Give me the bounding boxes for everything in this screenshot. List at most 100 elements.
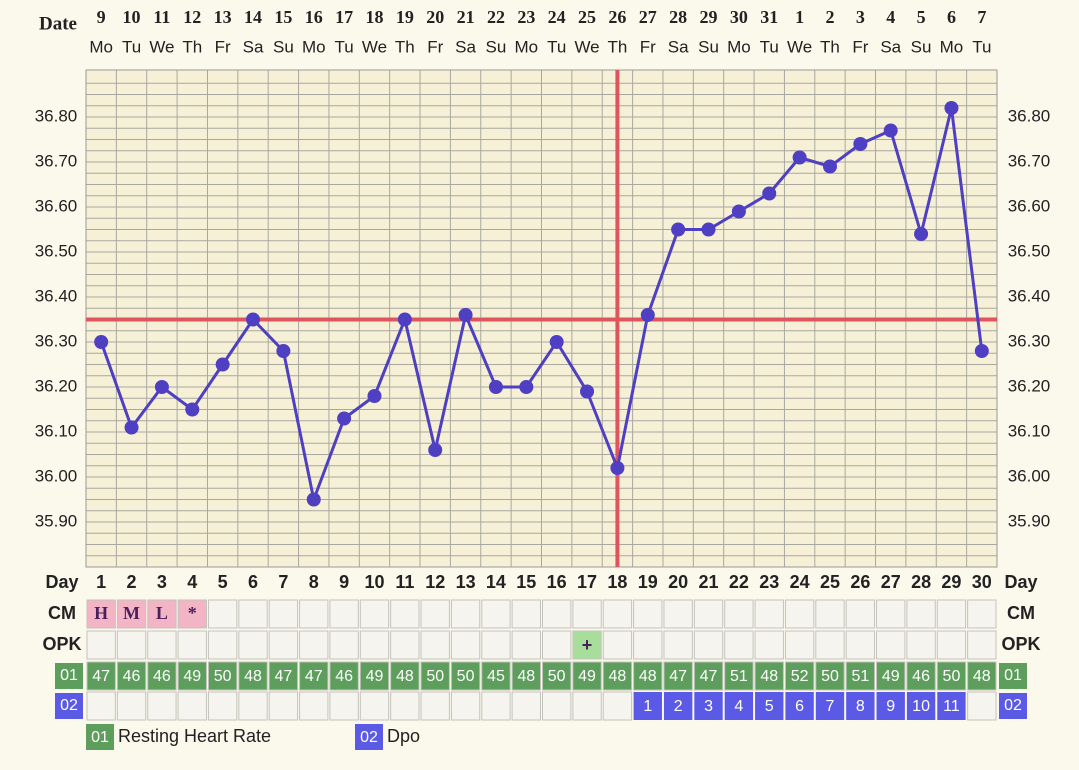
day-number: 13	[456, 572, 476, 592]
day-number: 3	[157, 572, 167, 592]
cell	[511, 630, 542, 660]
temperature-point	[154, 380, 169, 394]
cell	[845, 599, 876, 629]
cell	[420, 661, 450, 691]
weekday: Tu	[972, 37, 991, 56]
cell	[147, 661, 177, 691]
day-number: 6	[248, 572, 258, 592]
temperature-point	[124, 420, 139, 435]
cell-text: 48	[244, 668, 262, 685]
cell	[481, 599, 511, 629]
day-number: 28	[911, 572, 931, 592]
cell-text: 2	[674, 698, 683, 715]
cell	[876, 661, 906, 691]
temperature-point	[731, 204, 746, 219]
weekday: Th	[607, 37, 627, 56]
cell	[967, 661, 997, 691]
cell	[542, 630, 572, 660]
date: 12	[183, 7, 201, 27]
cell	[815, 692, 845, 720]
cell	[359, 630, 390, 660]
day-number: 19	[638, 572, 658, 592]
cell	[815, 599, 845, 629]
cell	[967, 691, 997, 721]
temperature-point	[337, 411, 352, 426]
temperature-point	[883, 123, 898, 138]
date: 4	[886, 7, 895, 27]
cell	[116, 599, 147, 629]
cell-text: 9	[886, 698, 895, 715]
cell	[754, 630, 784, 660]
row-label-box-right	[999, 693, 1027, 719]
cell-text: 50	[943, 668, 961, 685]
weekday: We	[787, 37, 812, 56]
cell	[329, 599, 359, 629]
legend-code: 02	[360, 729, 378, 746]
day-number: 5	[218, 572, 228, 592]
weekday: Sa	[455, 37, 476, 56]
day-number: 27	[881, 572, 901, 592]
cell	[299, 661, 329, 691]
cell	[937, 692, 966, 720]
cell	[359, 661, 390, 691]
cell	[784, 599, 815, 629]
cell	[450, 661, 481, 691]
cell	[390, 630, 420, 660]
day-number: 16	[547, 572, 567, 592]
cell	[238, 630, 268, 660]
weekday: Fr	[215, 37, 231, 56]
date: 11	[153, 7, 170, 27]
weekday: Fr	[852, 37, 868, 56]
weekday: Su	[698, 37, 719, 56]
cell	[846, 692, 875, 720]
day-number: 21	[699, 572, 719, 592]
date: 25	[578, 7, 596, 27]
cell	[785, 692, 814, 720]
cell-text: 10	[912, 698, 930, 715]
cell-text: 49	[366, 668, 384, 685]
cell	[784, 630, 815, 660]
cell-text: 48	[517, 668, 535, 685]
row-label-box-right	[999, 663, 1027, 689]
day-number: 4	[187, 572, 197, 592]
cell	[694, 692, 723, 720]
date: 24	[548, 7, 566, 27]
date: 17	[335, 7, 353, 27]
cell-text: *	[188, 603, 197, 623]
temperature-point	[246, 312, 261, 327]
cell	[936, 599, 967, 629]
cell	[299, 599, 329, 629]
y-tick-label-right: 36.10	[1008, 421, 1051, 440]
y-tick-label-right: 36.30	[1008, 331, 1051, 350]
cell	[450, 630, 481, 660]
cell	[86, 599, 116, 629]
cell	[420, 691, 450, 721]
date: 15	[274, 7, 292, 27]
cell-text: 7	[826, 698, 835, 715]
temperature-point	[701, 222, 716, 237]
weekday: We	[574, 37, 599, 56]
temperature-point	[610, 461, 625, 475]
cell	[207, 691, 238, 721]
day-number: 2	[127, 572, 137, 592]
temperature-point	[671, 222, 686, 237]
cell	[329, 691, 359, 721]
cell	[633, 599, 663, 629]
cell	[754, 661, 784, 691]
y-tick-label-right: 36.70	[1008, 151, 1051, 170]
cell-text: 51	[730, 668, 748, 685]
date: 1	[795, 7, 804, 27]
cell	[572, 630, 602, 660]
date: 26	[608, 7, 626, 27]
date: 10	[123, 7, 141, 27]
temperature-point	[276, 344, 291, 358]
cell	[268, 599, 299, 629]
day-number: 8	[309, 572, 319, 592]
weekday: Mo	[302, 37, 326, 56]
y-tick-label: 36.40	[35, 286, 78, 305]
weekday: Su	[486, 37, 507, 56]
day-number: 30	[972, 572, 992, 592]
day-number: 14	[486, 572, 506, 592]
y-tick-label: 36.80	[35, 106, 78, 125]
